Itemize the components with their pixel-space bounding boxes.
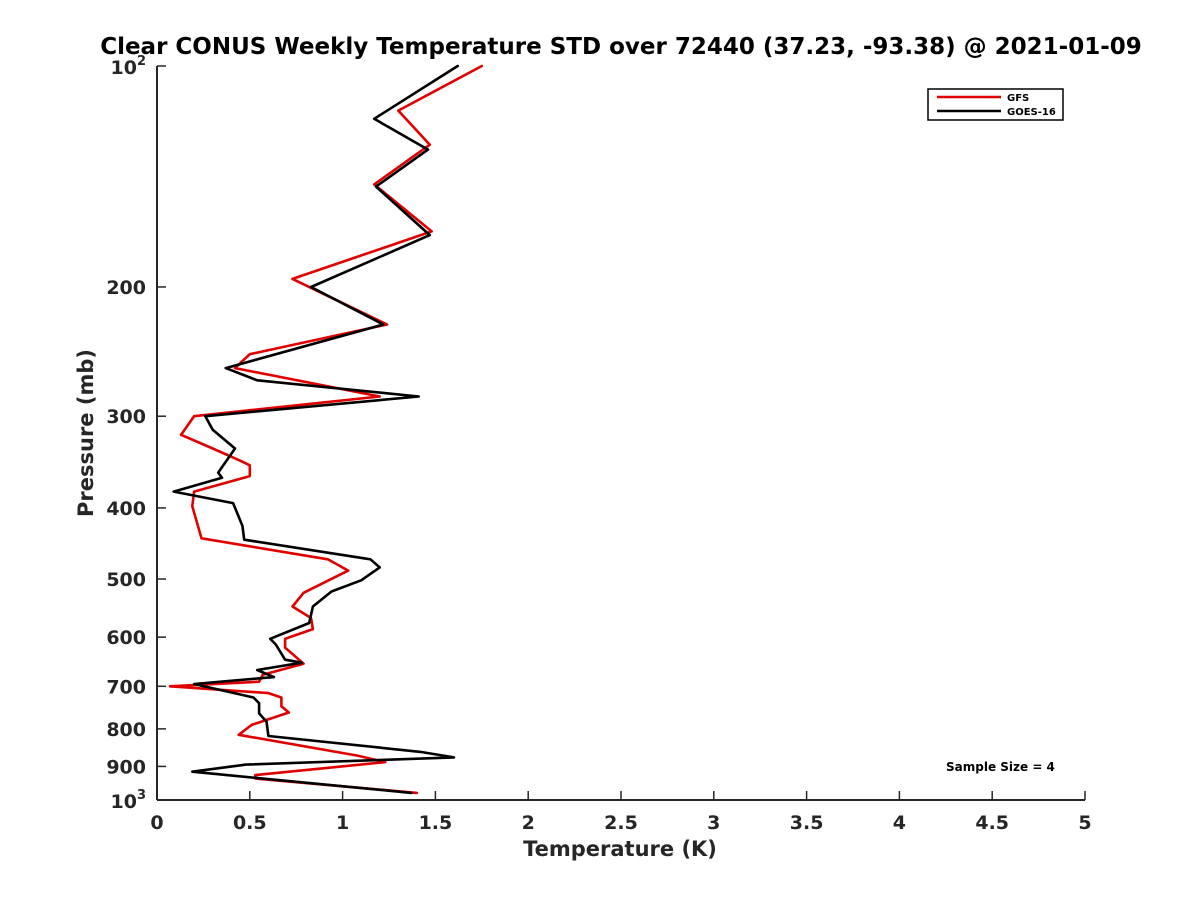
x-tick-label: 1.5 [419,812,453,834]
y-tick-label: 900 [106,756,146,778]
x-tick-label: 5 [1078,812,1091,834]
x-tick-label: 2.5 [604,812,638,834]
y-tick-label: 102 [111,54,147,79]
y-tick-label: 200 [106,277,146,299]
x-tick-label: 3.5 [790,812,824,834]
sample-size-annotation: Sample Size = 4 [946,760,1055,774]
x-tick-label: 0 [150,812,163,834]
series-line-gfs [168,64,484,795]
x-tick-label: 4 [893,812,906,834]
plot-axes: 0 0.5 1 1.5 2 2.5 3 3.5 4 4.5 5 102 200 300 400 500 600 7… [106,54,1091,834]
y-tick-label: 300 [106,406,146,428]
y-tick-label: 800 [106,719,146,741]
x-tick-label: 2 [522,812,535,834]
legend-box [927,88,1064,121]
y-tick-label: 600 [106,627,146,649]
y-tick-label: 400 [106,498,146,520]
x-tick-label: 1 [336,812,349,834]
series-line-goes-16 [172,64,460,795]
chart-title: Clear CONUS Weekly Temperature STD over … [100,34,1142,60]
x-tick-label: 3 [707,812,720,834]
y-tick-label: 700 [106,676,146,698]
y-tick-label: 103 [111,788,147,813]
y-axis-label: Pressure (mb) [74,349,98,517]
series-layer [168,64,484,795]
x-tick-label: 4.5 [975,812,1009,834]
y-tick-label: 500 [106,569,146,591]
legend-label-goes16: GOES-16 [1007,107,1056,118]
x-tick-label: 0.5 [233,812,267,834]
legend: GFS GOES-16 [927,88,1064,121]
x-axis-label: Temperature (K) [523,837,717,861]
legend-label-gfs: GFS [1007,93,1029,104]
